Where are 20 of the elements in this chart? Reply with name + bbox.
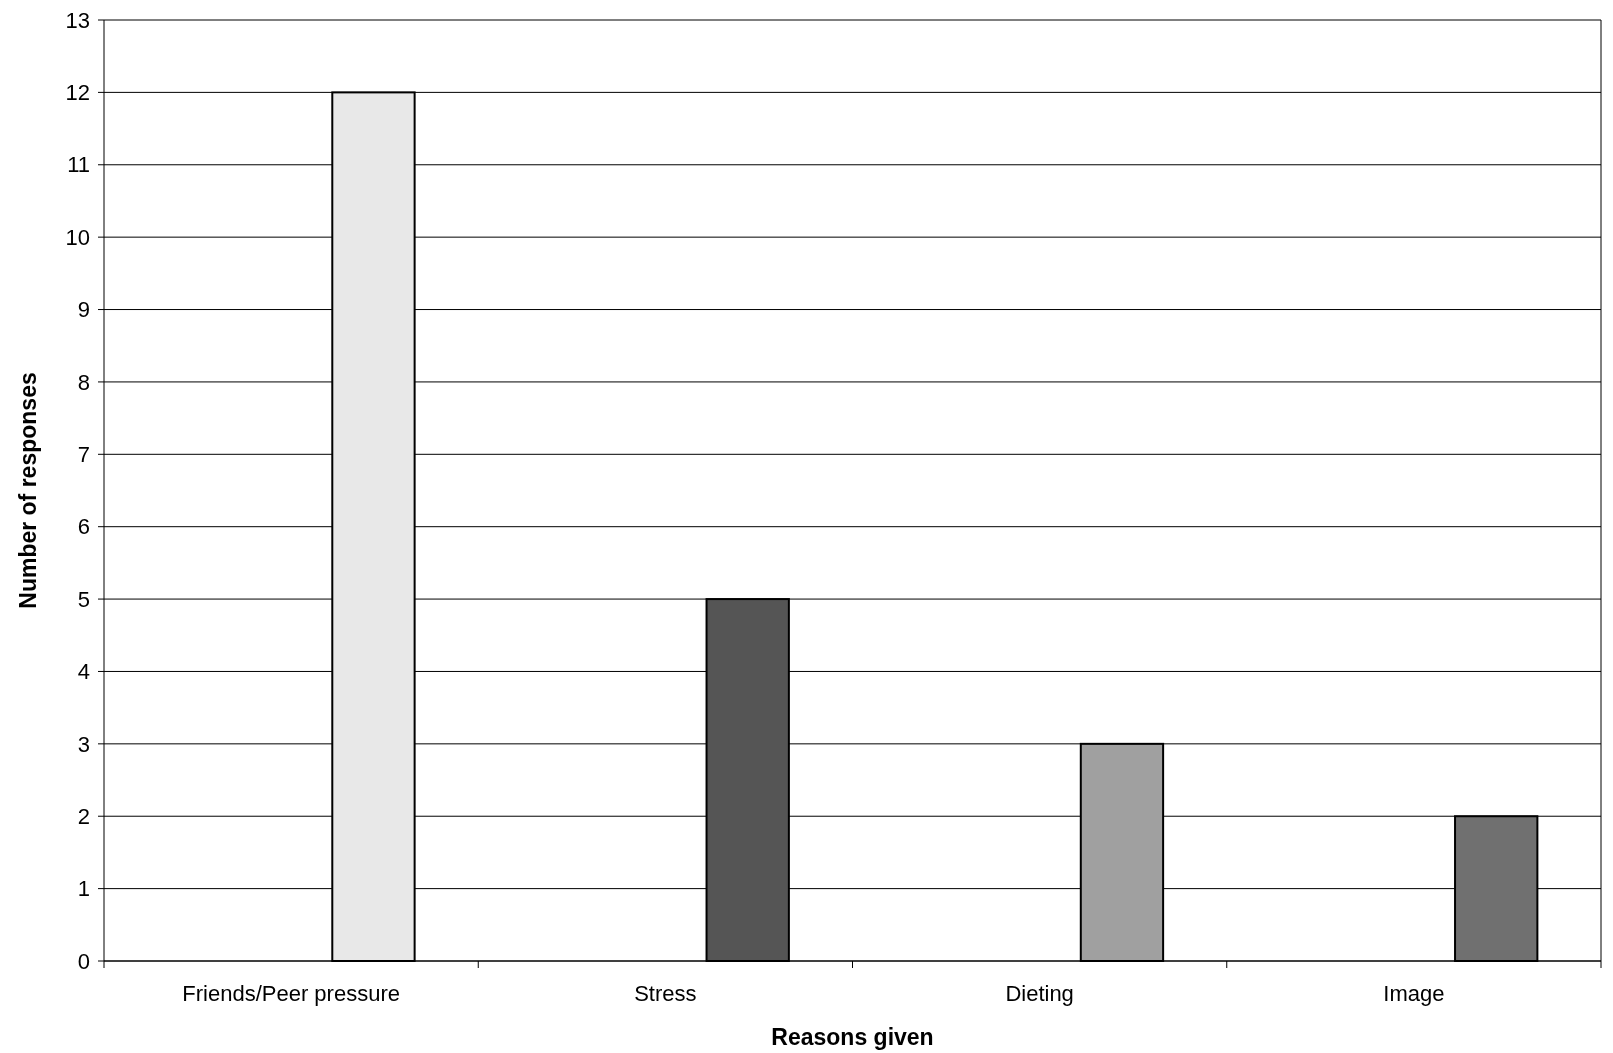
y-tick-label: 10 — [65, 224, 90, 250]
y-tick-label: 9 — [77, 297, 90, 323]
y-tick-label: 0 — [77, 948, 90, 974]
x-tick-label: Image — [1383, 981, 1445, 1006]
x-axis-title: Reasons given — [771, 1024, 934, 1050]
y-tick-label: 12 — [65, 80, 90, 106]
y-tick-label: 11 — [67, 152, 90, 178]
y-axis-title: Number of responses — [15, 372, 41, 609]
y-tick-label: 13 — [65, 7, 90, 33]
x-tick-label: Friends/Peer pressure — [182, 981, 400, 1006]
x-tick-label: Stress — [634, 981, 697, 1006]
y-tick-label: 3 — [77, 731, 90, 757]
y-tick-label: 5 — [77, 586, 90, 612]
y-tick-label: 1 — [77, 876, 90, 902]
x-tick-label: Dieting — [1005, 981, 1074, 1006]
y-tick-label: 7 — [77, 442, 90, 468]
y-tick-label: 6 — [77, 514, 90, 540]
y-tick-label: 8 — [77, 369, 90, 395]
y-tick-label: 4 — [77, 659, 90, 685]
y-tick-label: 2 — [77, 803, 90, 829]
